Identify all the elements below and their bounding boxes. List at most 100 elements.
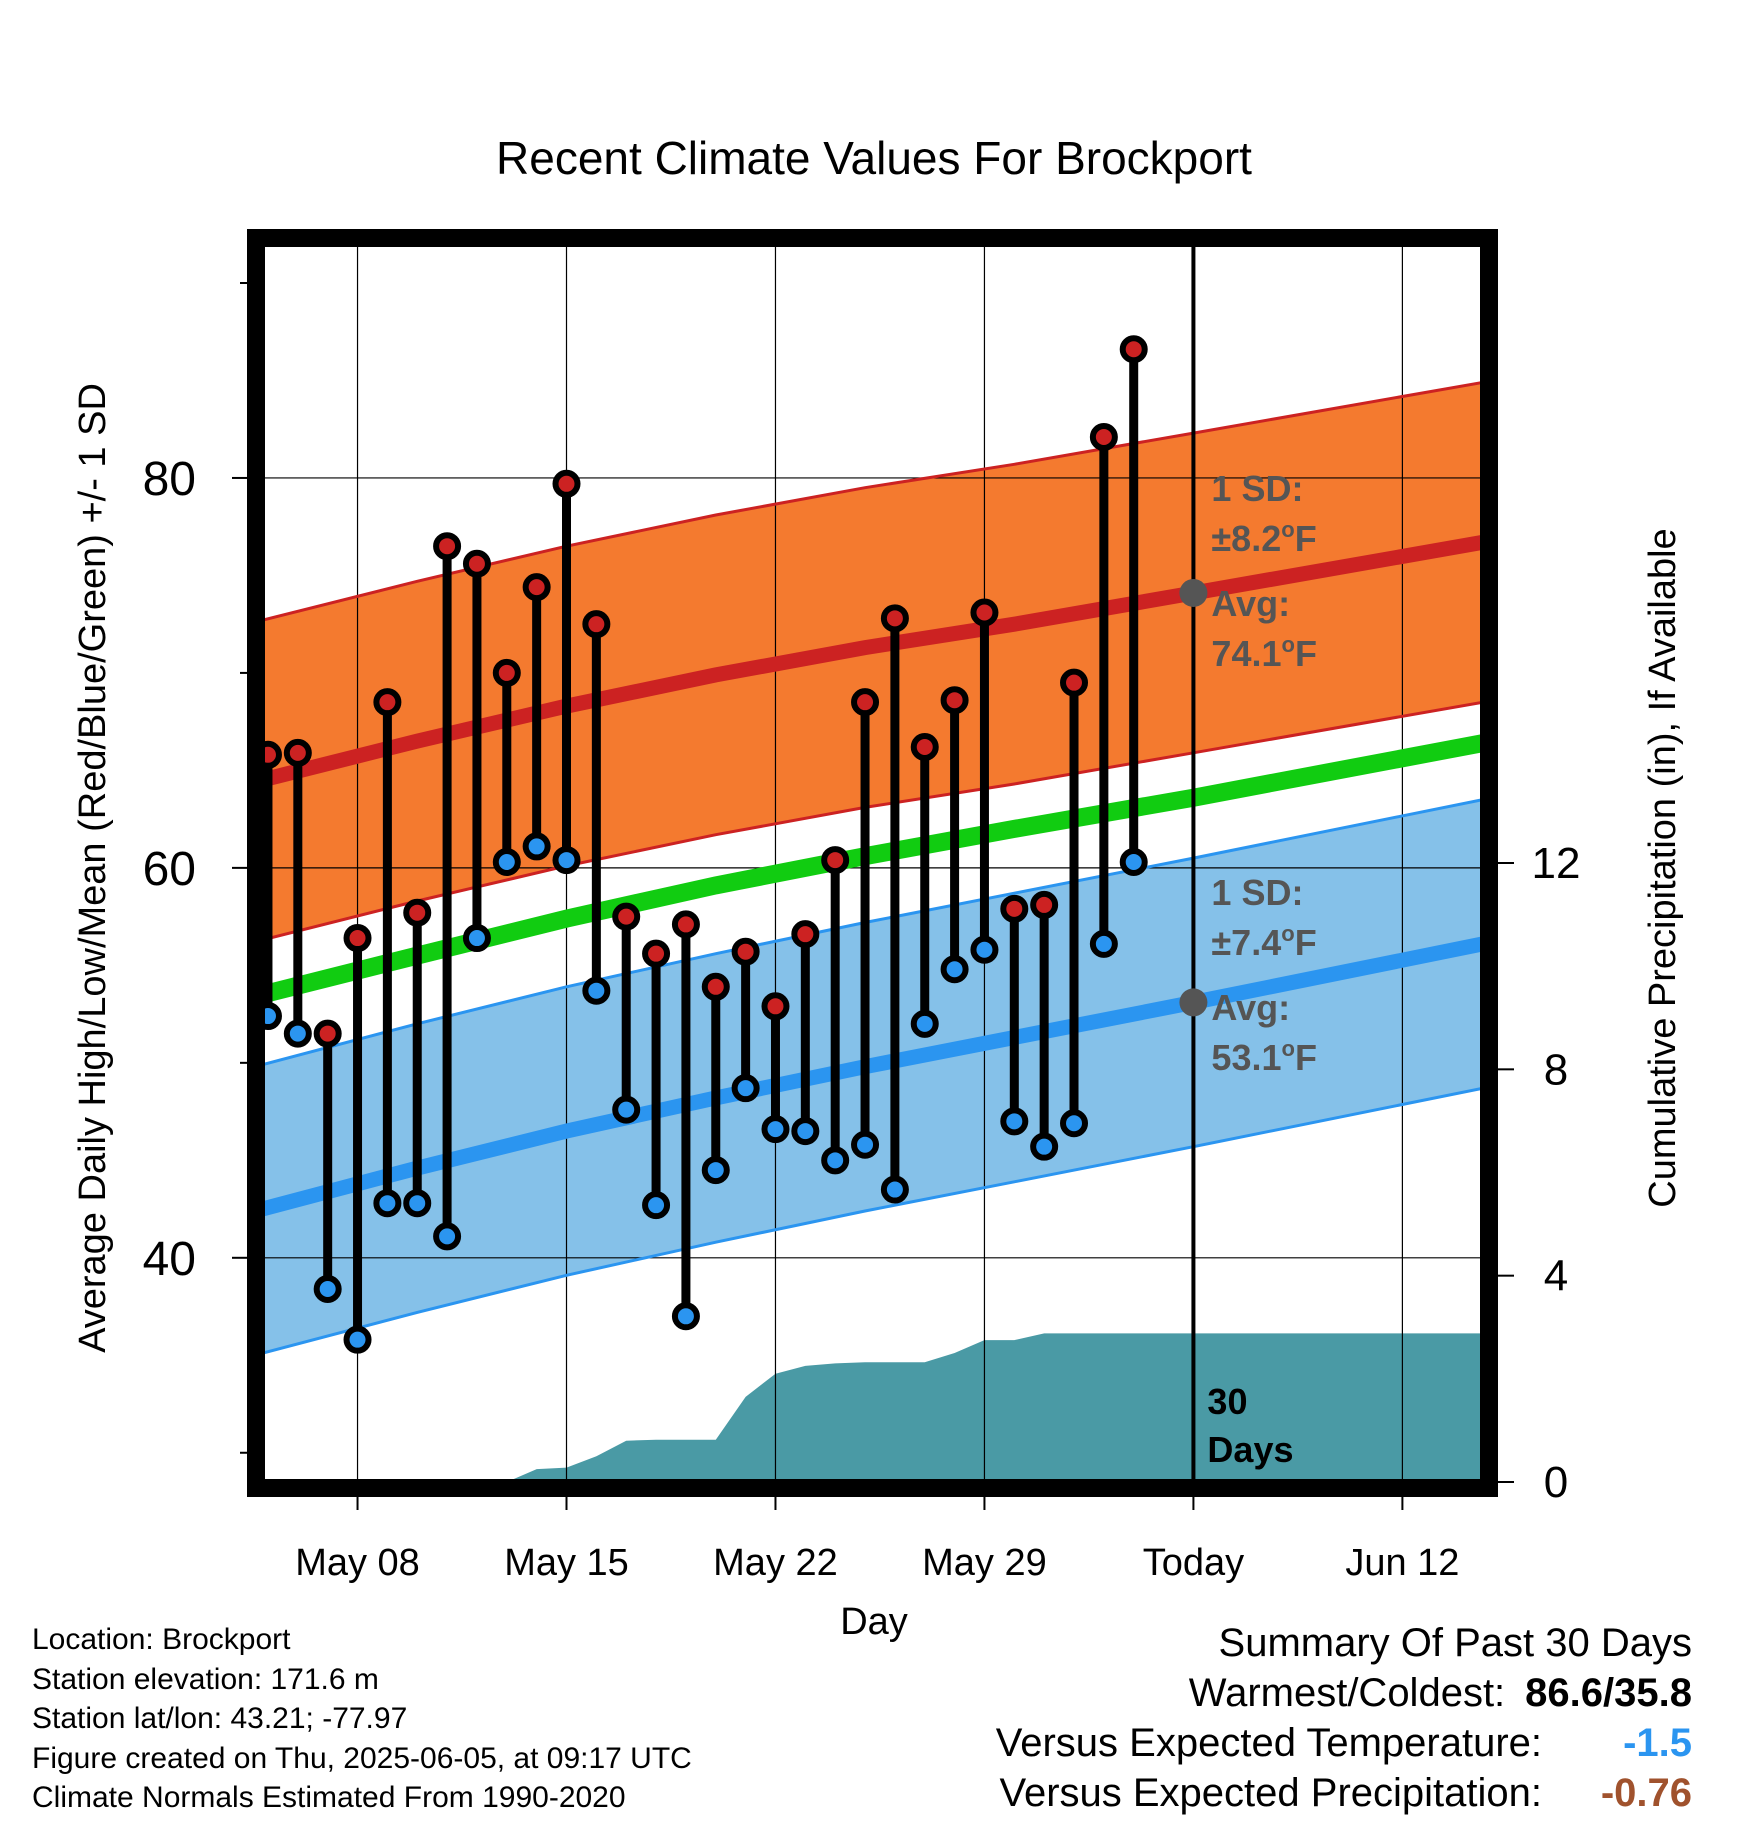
daily-high-point-23 bbox=[791, 920, 820, 949]
x-axis-label: Day bbox=[840, 1601, 908, 1643]
daily-low-point-21 bbox=[731, 1074, 760, 1103]
chart-title: Recent Climate Values For Brockport bbox=[496, 132, 1252, 184]
daily-low-point-6 bbox=[283, 1019, 312, 1048]
annot-avg-low-label: Avg: bbox=[1211, 987, 1290, 1028]
summary-panel: Summary Of Past 30 Days Warmest/Coldest:… bbox=[996, 1618, 1692, 1818]
annot-sd-high-unit: F bbox=[1295, 518, 1317, 559]
daily-low-point-17 bbox=[612, 1095, 641, 1124]
annot-avg-high-label: Avg: bbox=[1211, 583, 1290, 624]
daily-low-point-9 bbox=[373, 1189, 402, 1218]
avg-mean-line bbox=[262, 734, 1483, 1004]
daily-low-point-13 bbox=[492, 848, 521, 877]
avg-low-line bbox=[262, 936, 1483, 1217]
daily-low-point-15 bbox=[552, 846, 581, 875]
station-info: Location: Brockport Station elevation: 1… bbox=[32, 1620, 692, 1818]
daily-low-point-20 bbox=[701, 1156, 730, 1185]
daily-high-point-11 bbox=[433, 532, 462, 561]
daily-low-point-8 bbox=[343, 1325, 372, 1354]
y2-tick-label-2: 8 bbox=[1544, 1045, 1568, 1094]
daily-high-point-27 bbox=[910, 732, 939, 761]
daily-low-point-14 bbox=[522, 832, 551, 861]
precip-value: -0.76 bbox=[1600, 1771, 1692, 1815]
daily-low-point-34 bbox=[1119, 848, 1148, 877]
daily-low-point-10 bbox=[403, 1189, 432, 1218]
daily-high-point-31 bbox=[1030, 890, 1059, 919]
daily-high-point-5 bbox=[262, 740, 282, 769]
daily-high-point-13 bbox=[492, 658, 521, 687]
daily-high-point-21 bbox=[731, 937, 760, 966]
precip-label: Versus Expected Precipitation: bbox=[999, 1771, 1542, 1815]
daily-low-point-29 bbox=[970, 935, 999, 964]
warm-cold-value: 86.6/35.8 bbox=[1525, 1671, 1692, 1715]
y-tick-label-1: 60 bbox=[143, 843, 196, 896]
daily-high-point-7 bbox=[313, 1019, 342, 1048]
location-text: Location: Brockport bbox=[32, 1623, 291, 1656]
elevation-text: Station elevation: 171.6 m bbox=[32, 1662, 379, 1696]
daily-high-point-15 bbox=[552, 469, 581, 498]
daily-low-point-27 bbox=[910, 1009, 939, 1038]
precip-area bbox=[262, 1333, 1483, 1482]
daily-low-point-16 bbox=[582, 976, 611, 1005]
warm-cold-row: Warmest/Coldest: 86.6/35.8 bbox=[996, 1668, 1692, 1718]
y2-tick-label-1: 4 bbox=[1544, 1252, 1568, 1301]
plot-inner: 1 SD: ±8.2oF Avg: 74.1oF 1 SD: ±7.4oF Avg: 53.1… bbox=[262, 244, 1483, 1482]
annot-avg-high-degree: o bbox=[1282, 632, 1295, 657]
daily-low-point-32 bbox=[1060, 1109, 1089, 1138]
normals-text: Climate Normals Estimated From 1990-2020 bbox=[32, 1781, 626, 1814]
plot-area: 1 SD: ±8.2oF Avg: 74.1oF 1 SD: ±7.4oF Avg: 53.1… bbox=[143, 229, 1581, 1584]
x-tick-label-5: Jun 12 bbox=[1345, 1542, 1459, 1584]
low-sd-lower-line bbox=[262, 1086, 1483, 1355]
latlon-text: Station lat/lon: 43.21; -77.97 bbox=[32, 1702, 408, 1735]
high-sd-lower-line bbox=[262, 700, 1483, 942]
y-tick-label-0: 40 bbox=[143, 1233, 196, 1286]
daily-low-point-28 bbox=[940, 955, 969, 984]
low-sd-upper-line bbox=[262, 798, 1483, 1067]
daily-low-point-18 bbox=[642, 1191, 671, 1220]
daily-high-point-9 bbox=[373, 688, 402, 717]
daily-low-point-33 bbox=[1089, 929, 1118, 958]
annot-avg-high-unit: F bbox=[1295, 633, 1317, 674]
annot-sd-high-degree: o bbox=[1281, 517, 1294, 542]
daily-low-point-22 bbox=[761, 1115, 790, 1144]
y-tick-label-2: 80 bbox=[143, 453, 196, 506]
temp-value: -1.5 bbox=[1623, 1721, 1692, 1765]
daily-high-point-29 bbox=[970, 598, 999, 627]
daily-high-point-12 bbox=[462, 549, 491, 578]
annot-avg-high-value: 74.1oF bbox=[1211, 632, 1317, 674]
annot-sd-low-value: ±7.4oF bbox=[1211, 921, 1316, 963]
y2-tick-label-3: 12 bbox=[1532, 839, 1581, 888]
daily-low-point-30 bbox=[1000, 1107, 1029, 1136]
daily-high-point-18 bbox=[642, 939, 671, 968]
daily-low-point-12 bbox=[462, 924, 491, 953]
annot-sd-high-label: 1 SD: bbox=[1211, 468, 1303, 509]
annot-avg-low-unit: F bbox=[1295, 1037, 1317, 1078]
today-avg-low-marker bbox=[1179, 988, 1208, 1017]
annot-avg-low-value: 53.1oF bbox=[1211, 1036, 1317, 1078]
daily-high-point-17 bbox=[612, 902, 641, 931]
temp-label: Versus Expected Temperature: bbox=[995, 1721, 1542, 1765]
daily-high-point-10 bbox=[403, 898, 432, 927]
window-number: 30 bbox=[1207, 1381, 1247, 1422]
annot-sd-low-label: 1 SD: bbox=[1211, 872, 1303, 913]
daily-low-point-24 bbox=[821, 1146, 850, 1175]
y2-axis-label: Cumulative Precipitation (in), If Availa… bbox=[1642, 528, 1684, 1207]
daily-low-point-25 bbox=[851, 1130, 880, 1159]
daily-high-point-30 bbox=[1000, 894, 1029, 923]
x-tick-label-3: May 29 bbox=[922, 1542, 1047, 1584]
low-sd-band bbox=[262, 799, 1483, 1354]
warm-cold-label: Warmest/Coldest: bbox=[1188, 1671, 1506, 1715]
plot-frame bbox=[247, 229, 1498, 1497]
x-tick-label-0: May 08 bbox=[295, 1542, 420, 1584]
y-axis-label: Average Daily High/Low/Mean (Red/Blue/Gr… bbox=[72, 383, 114, 1353]
daily-high-point-24 bbox=[821, 846, 850, 875]
avg-high-line bbox=[262, 534, 1483, 788]
created-text: Figure created on Thu, 2025-06-05, at 09… bbox=[32, 1741, 692, 1775]
daily-low-point-11 bbox=[433, 1222, 462, 1251]
daily-low-point-26 bbox=[880, 1175, 909, 1204]
daily-high-point-32 bbox=[1060, 668, 1089, 697]
temp-row: Versus Expected Temperature: -1.5 bbox=[996, 1718, 1692, 1768]
daily-high-point-19 bbox=[671, 910, 700, 939]
daily-high-point-14 bbox=[522, 573, 551, 602]
daily-high-point-16 bbox=[582, 610, 611, 639]
